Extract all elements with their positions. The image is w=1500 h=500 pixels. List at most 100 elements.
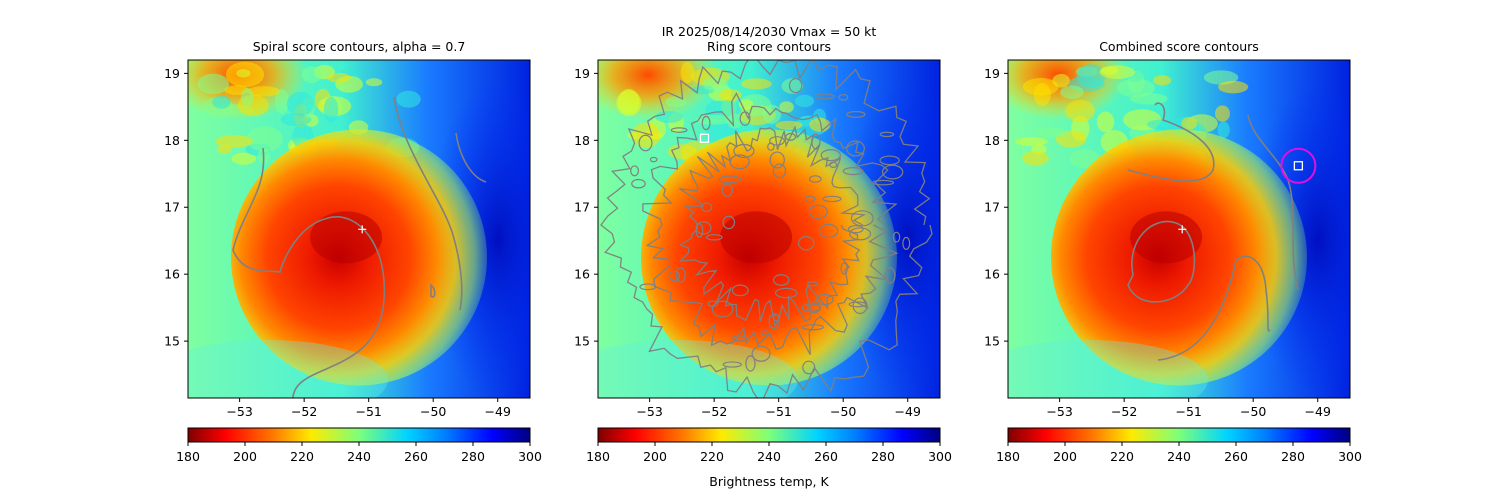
ring-contour bbox=[600, 60, 933, 398]
cloud-patch bbox=[1033, 127, 1069, 138]
panel-3: Combined score contours −53 −52 −51 −50 −49 15… bbox=[984, 39, 1362, 464]
cloud-patch bbox=[779, 101, 794, 113]
cold-cloud-top bbox=[720, 211, 793, 264]
y-tick-label: 17 bbox=[984, 200, 1000, 215]
cloud-patch bbox=[1096, 111, 1115, 133]
ring-contour-fragment bbox=[769, 151, 785, 169]
colorbar-tick-label: 180 bbox=[586, 449, 610, 464]
cloud-patch bbox=[274, 89, 289, 114]
best-center-square-marker bbox=[1293, 161, 1304, 171]
cloud-patch bbox=[280, 113, 312, 127]
ring-contour-fragment bbox=[630, 165, 640, 177]
colorbar-tick-label: 260 bbox=[404, 449, 428, 464]
ring-contour-fragment bbox=[733, 143, 755, 159]
cloud-patch bbox=[1217, 121, 1230, 139]
colorbar bbox=[187, 427, 531, 443]
north-contour bbox=[1127, 102, 1215, 182]
ring-contour-fragment bbox=[772, 163, 787, 179]
cloud-patch bbox=[665, 96, 687, 108]
ring-contour-fragment bbox=[829, 161, 838, 169]
colorbar-tick-label: 240 bbox=[757, 449, 781, 464]
cloud-patch bbox=[1215, 105, 1230, 122]
cloud-patch bbox=[781, 78, 804, 94]
cloud-patch bbox=[680, 61, 695, 84]
cloud-patch bbox=[231, 152, 257, 165]
cloud-patch bbox=[702, 77, 728, 91]
colorbar bbox=[1007, 427, 1351, 443]
colorbar-tick-label: 240 bbox=[347, 449, 371, 464]
cloud-patch bbox=[323, 96, 339, 123]
x-tick-label: −52 bbox=[701, 404, 727, 419]
ring-contour-fragment bbox=[822, 195, 842, 203]
band-contour bbox=[1157, 255, 1271, 361]
cloud-patch bbox=[247, 86, 280, 97]
cloud-patch bbox=[236, 69, 251, 78]
colorbar-label: Brightness temp, K bbox=[709, 474, 829, 489]
outer-band-contour bbox=[393, 96, 463, 311]
south-band bbox=[188, 340, 388, 398]
ring-contour-fragment bbox=[731, 335, 748, 342]
ring-contour-fragment bbox=[718, 175, 742, 184]
center-square-marker bbox=[699, 133, 710, 143]
cloud-patch bbox=[217, 144, 232, 154]
colorbar-tick-label: 200 bbox=[1053, 449, 1077, 464]
ring-contour-fragment bbox=[751, 345, 771, 362]
y-tick-label: 19 bbox=[164, 66, 180, 81]
cloud-patch bbox=[1060, 85, 1084, 99]
cold-cloud-top bbox=[310, 211, 383, 264]
ring-contour-fragment bbox=[852, 297, 868, 315]
ring-contour-fragment bbox=[807, 281, 818, 287]
x-tick-label: −51 bbox=[355, 404, 381, 419]
ring-contour-fragment bbox=[808, 175, 822, 183]
ring-contour bbox=[642, 92, 899, 355]
cloud-patch bbox=[197, 73, 230, 95]
cloud-patch bbox=[719, 89, 742, 102]
cloud-patch bbox=[1015, 137, 1048, 146]
cold-cloud-top bbox=[1130, 211, 1203, 264]
cloud-patch bbox=[286, 91, 314, 117]
ring-contour-fragment bbox=[820, 149, 841, 162]
x-tick-label: −49 bbox=[1305, 404, 1331, 419]
ring-contour-fragment bbox=[847, 225, 864, 234]
cloud-patch bbox=[1146, 119, 1178, 130]
axes-frame bbox=[187, 59, 531, 399]
ring-contour-fragment bbox=[772, 314, 781, 322]
eye-contour bbox=[1127, 220, 1196, 303]
colorbar-tick-label: 280 bbox=[1281, 449, 1305, 464]
ring-contour-fragment bbox=[760, 330, 771, 336]
ring-contour-fragment bbox=[721, 183, 733, 197]
south-band bbox=[598, 340, 798, 398]
y-tick-label: 16 bbox=[574, 267, 590, 282]
cloud-patch bbox=[1065, 100, 1095, 123]
axes-frame bbox=[1007, 59, 1351, 399]
colorbar-tick-label: 240 bbox=[1167, 449, 1191, 464]
colorbar-tick-label: 200 bbox=[643, 449, 667, 464]
ring-contour-fragment bbox=[745, 355, 756, 372]
ring-contour-fragment bbox=[879, 131, 895, 138]
axes-frame bbox=[597, 59, 941, 399]
spiral-contour bbox=[232, 147, 386, 398]
cloud-patch bbox=[654, 111, 683, 123]
ring-contour-fragment bbox=[788, 78, 803, 94]
x-tick-label: −52 bbox=[1111, 404, 1137, 419]
brightness-temp-image bbox=[1008, 60, 1350, 398]
cloud-patch bbox=[617, 88, 640, 115]
ring-contour-fragment bbox=[846, 110, 866, 118]
y-tick-label: 15 bbox=[164, 334, 180, 349]
y-tick-label: 19 bbox=[574, 66, 590, 81]
panel-1: Spiral score contours, alpha = 0.7 −53 −52… bbox=[164, 39, 542, 464]
x-tick-label: −53 bbox=[1046, 404, 1072, 419]
cloud-patch bbox=[212, 95, 231, 109]
ring-contour-fragment bbox=[818, 223, 839, 238]
cloud-patch bbox=[1153, 75, 1172, 86]
x-tick-label: −50 bbox=[830, 404, 856, 419]
ring-contour-fragment bbox=[849, 227, 872, 241]
south-band bbox=[1008, 340, 1208, 398]
colorbar-tick-label: 260 bbox=[1224, 449, 1248, 464]
ring-contour-fragment bbox=[668, 270, 680, 282]
ring-contour-fragment bbox=[840, 262, 848, 275]
y-tick-label: 15 bbox=[984, 334, 1000, 349]
ring-contour-fragment bbox=[801, 303, 821, 312]
cloud-patch bbox=[1022, 78, 1059, 96]
